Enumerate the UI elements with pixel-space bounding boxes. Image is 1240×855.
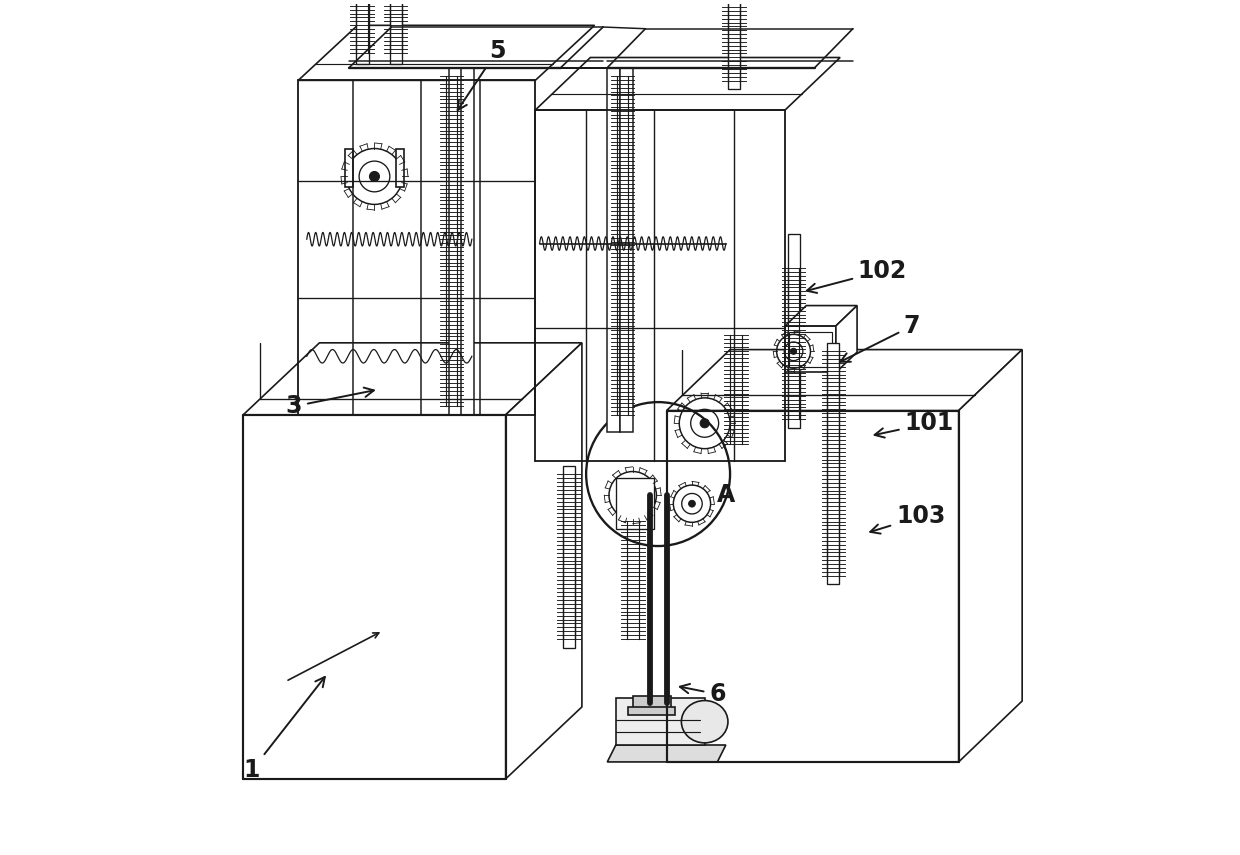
Text: A: A <box>717 483 735 507</box>
Bar <box>728 0 740 89</box>
Bar <box>608 68 620 432</box>
Polygon shape <box>299 26 595 80</box>
Circle shape <box>791 348 796 354</box>
Bar <box>632 696 671 709</box>
Polygon shape <box>608 745 725 762</box>
Polygon shape <box>836 305 857 373</box>
Bar <box>629 707 675 716</box>
Polygon shape <box>667 350 1022 410</box>
Polygon shape <box>959 350 1022 762</box>
Bar <box>787 234 800 428</box>
Ellipse shape <box>682 700 728 743</box>
Circle shape <box>701 419 709 428</box>
Polygon shape <box>243 343 582 415</box>
Text: 7: 7 <box>841 314 920 362</box>
Polygon shape <box>536 57 841 110</box>
Bar <box>620 68 632 432</box>
Text: 101: 101 <box>874 411 954 438</box>
Polygon shape <box>785 305 857 326</box>
Bar <box>461 68 474 415</box>
Bar <box>345 150 353 187</box>
Text: 3: 3 <box>285 387 373 418</box>
Bar <box>356 0 368 64</box>
Text: 5: 5 <box>458 38 506 110</box>
Bar <box>389 0 403 64</box>
Bar <box>563 466 575 647</box>
Text: 1: 1 <box>243 677 325 782</box>
Text: 6: 6 <box>680 682 725 706</box>
Circle shape <box>370 172 379 181</box>
Bar <box>616 699 704 745</box>
Polygon shape <box>506 343 582 779</box>
Circle shape <box>688 500 696 507</box>
Text: 103: 103 <box>870 504 945 534</box>
Bar <box>616 478 653 529</box>
Text: 102: 102 <box>807 259 908 293</box>
Bar <box>827 343 839 584</box>
Bar <box>396 150 404 187</box>
Bar <box>790 332 832 367</box>
Bar <box>785 326 836 373</box>
Circle shape <box>629 491 637 499</box>
Bar <box>449 68 461 415</box>
